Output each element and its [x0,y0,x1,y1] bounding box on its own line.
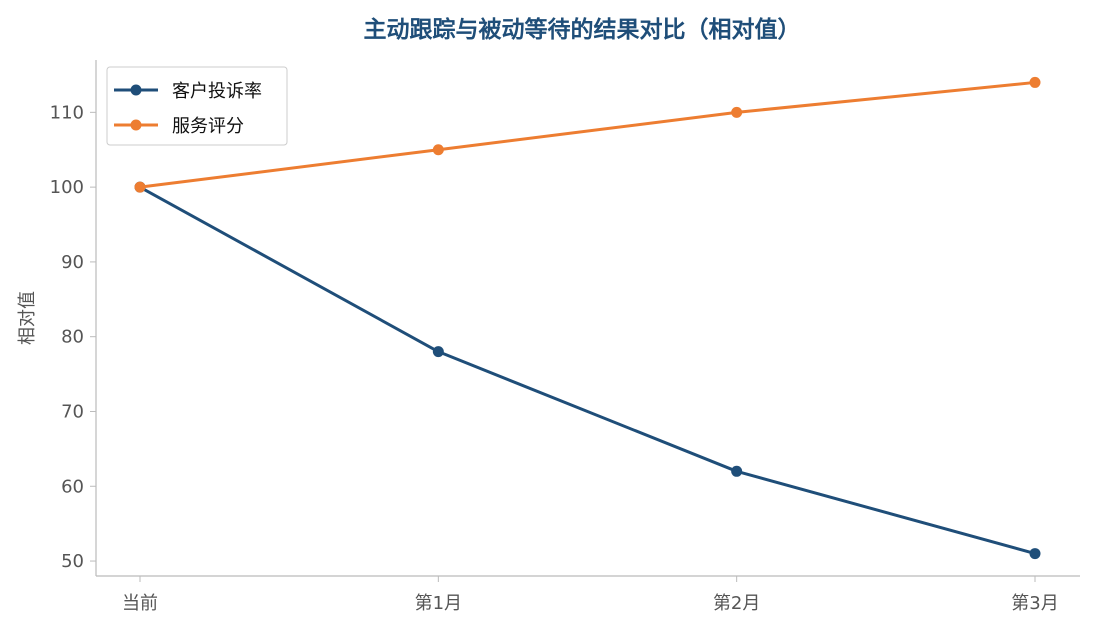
data-point [1029,548,1041,560]
x-tick-label: 第2月 [713,593,760,614]
data-point [731,465,743,477]
legend-label: 服务评分 [172,116,244,137]
legend-label: 客户投诉率 [172,81,262,102]
legend-marker [130,84,142,96]
chart-title: 主动跟踪与被动等待的结果对比（相对值） [364,16,801,43]
y-tick-label: 50 [61,551,84,572]
y-tick-label: 110 [50,102,84,123]
data-point [432,346,444,358]
y-tick-label: 70 [61,401,84,422]
y-tick-label: 90 [61,252,84,273]
x-tick-label: 当前 [122,593,158,614]
data-point [1029,76,1041,88]
y-tick-label: 80 [61,327,84,348]
series-1 [134,76,1041,193]
data-point [731,106,743,118]
x-tick-label: 第3月 [1011,593,1058,614]
x-axis-ticks: 当前 第1月 第2月 第3月 [122,576,1059,614]
series-line [139,80,1036,189]
data-point [134,181,146,193]
x-tick-label: 第1月 [415,593,462,614]
data-point [432,144,444,156]
legend-marker [130,119,142,131]
y-tick-label: 60 [61,476,84,497]
series-layer [134,76,1041,560]
axes [95,60,1080,577]
series-0 [134,181,1041,560]
y-axis-ticks: 50 60 70 80 90 100 110 [50,102,96,572]
series-line [139,185,1036,556]
y-tick-label: 100 [50,177,84,198]
y-axis-label: 相对值 [17,291,38,345]
